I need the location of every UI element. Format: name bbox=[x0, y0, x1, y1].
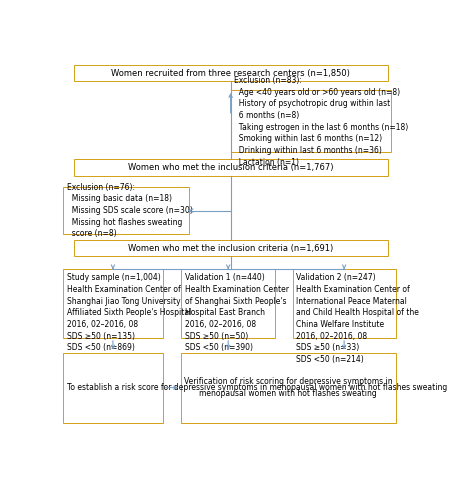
FancyBboxPatch shape bbox=[63, 270, 162, 338]
FancyBboxPatch shape bbox=[74, 160, 387, 176]
FancyBboxPatch shape bbox=[63, 352, 162, 422]
Text: Women who met the inclusion criteria (n=1,767): Women who met the inclusion criteria (n=… bbox=[128, 163, 333, 172]
FancyBboxPatch shape bbox=[292, 270, 396, 338]
FancyBboxPatch shape bbox=[63, 187, 189, 234]
Text: Study sample (n=1,004)
Health Examination Center of
Shanghai Jiao Tong Universit: Study sample (n=1,004) Health Examinatio… bbox=[67, 274, 191, 352]
Text: Validation 2 (n=247)
Health Examination Center of
International Peace Maternal
a: Validation 2 (n=247) Health Examination … bbox=[296, 274, 419, 364]
FancyBboxPatch shape bbox=[74, 65, 387, 81]
Text: To establish a risk score for depressive symptoms in menopausal women with hot f: To establish a risk score for depressive… bbox=[67, 383, 447, 392]
Text: Women who met the inclusion criteria (n=1,691): Women who met the inclusion criteria (n=… bbox=[128, 244, 333, 253]
Text: Verification of risk scoring for depressive symptoms in
menopausal women with ho: Verification of risk scoring for depress… bbox=[184, 378, 393, 398]
FancyBboxPatch shape bbox=[74, 240, 387, 256]
FancyBboxPatch shape bbox=[181, 352, 396, 422]
Text: Validation 1 (n=440)
Health Examination Center
of Shanghai Sixth People's
Hospit: Validation 1 (n=440) Health Examination … bbox=[184, 274, 288, 352]
Text: Exclusion (n=76):
  Missing basic data (n=18)
  Missing SDS scale score (n=30)
 : Exclusion (n=76): Missing basic data (n=… bbox=[67, 182, 193, 238]
FancyBboxPatch shape bbox=[230, 90, 391, 152]
Text: Exclusion (n=83):
  Age <40 years old or >60 years old (n=8)
  History of psycho: Exclusion (n=83): Age <40 years old or >… bbox=[234, 76, 408, 166]
FancyBboxPatch shape bbox=[181, 270, 275, 338]
Text: Women recruited from three research centers (n=1,850): Women recruited from three research cent… bbox=[111, 68, 350, 78]
